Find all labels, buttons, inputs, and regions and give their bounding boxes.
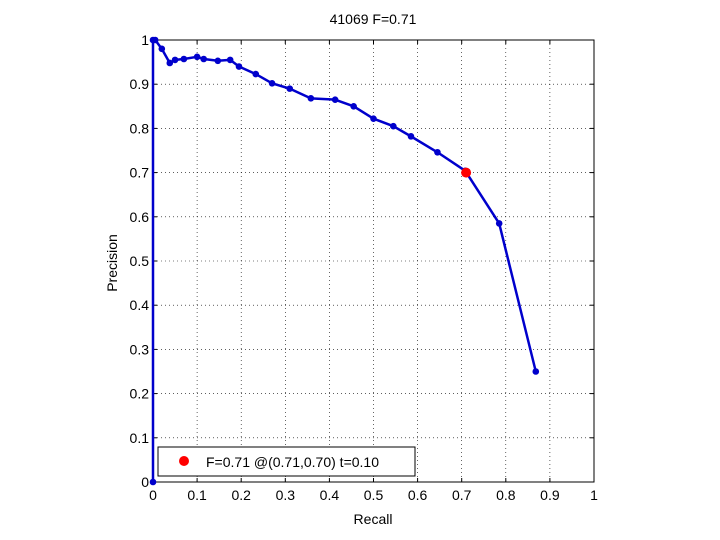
y-tick-label: 0.1	[130, 430, 150, 446]
data-point	[331, 96, 339, 103]
legend-box	[157, 446, 416, 477]
data-point	[158, 45, 166, 53]
grid	[153, 40, 594, 482]
legend-marker-highlight	[179, 456, 189, 466]
data-point	[226, 56, 234, 64]
data-point	[180, 55, 188, 63]
y-tick-label: 0.2	[130, 386, 150, 402]
y-tick-label: 1	[141, 32, 149, 48]
chart-title: 41069 F=0.71	[330, 11, 417, 27]
x-axis-label: Recall	[354, 511, 393, 527]
x-tick-label: 0.5	[364, 487, 384, 503]
data-point	[200, 55, 208, 63]
series-layer	[149, 36, 540, 486]
data-point	[286, 85, 294, 92]
y-tick-label: 0.9	[130, 76, 150, 92]
y-tick-label: 0.8	[130, 120, 150, 136]
data-point	[350, 103, 357, 110]
x-tick-label: 0.1	[187, 487, 207, 503]
x-tick-label: 0.7	[452, 487, 472, 503]
plot-area: 0 0.1 0.2 0.3 0.4 0.5 0.6 0.7 0.8 0.9 1 0 0.1 0.2 0.3 0…	[130, 32, 599, 503]
data-point	[268, 80, 276, 87]
data-point	[495, 220, 503, 227]
x-tick-label: 0.3	[276, 487, 296, 503]
data-point	[252, 70, 260, 78]
x-tick-label: 1	[590, 487, 598, 503]
y-tick-label: 0.4	[130, 297, 150, 313]
data-point	[171, 56, 179, 64]
legend-entry-label: F=0.71 @(0.71,0.70) t=0.10	[206, 454, 379, 470]
y-tick-label: 0	[141, 474, 149, 490]
best-f-point	[461, 167, 472, 178]
y-axis-label: Precision	[104, 234, 120, 292]
data-point	[235, 63, 243, 70]
data-point	[307, 95, 315, 102]
y-tick-label: 0.7	[130, 165, 150, 181]
data-point	[434, 148, 441, 156]
data-point	[532, 368, 540, 375]
data-point	[166, 59, 174, 67]
y-tick-label: 0.3	[130, 341, 150, 357]
data-point	[214, 57, 222, 65]
x-tick-label: 0.6	[408, 487, 428, 503]
data-point	[407, 133, 415, 140]
y-tick-label: 0.5	[130, 253, 150, 269]
x-tick-label: 0.2	[231, 487, 251, 503]
data-point	[390, 122, 397, 130]
data-point	[370, 115, 377, 122]
x-tick-label: 0.8	[496, 487, 516, 503]
data-point	[149, 478, 157, 486]
data-point	[193, 53, 201, 61]
y-tick-label: 0.6	[130, 209, 150, 225]
x-tick-label: 0	[149, 487, 157, 503]
legend: F=0.71 @(0.71,0.70) t=0.10	[157, 446, 416, 477]
data-point	[151, 36, 159, 44]
x-tick-label: 0.9	[540, 487, 560, 503]
ticks: 0 0.1 0.2 0.3 0.4 0.5 0.6 0.7 0.8 0.9 1 0 0.1 0.2 0.3 0…	[130, 32, 599, 503]
x-tick-label: 0.4	[320, 487, 340, 503]
